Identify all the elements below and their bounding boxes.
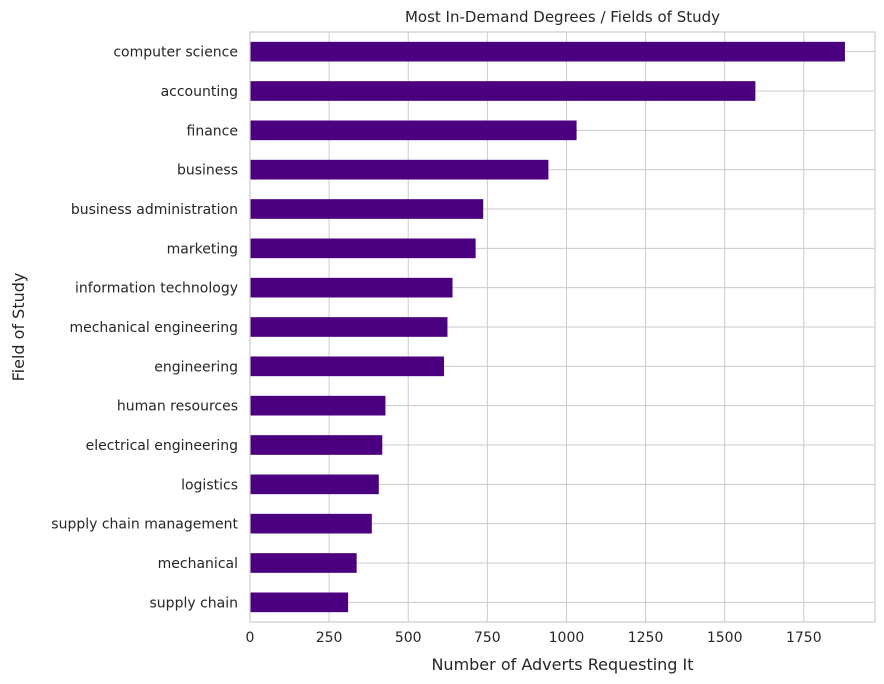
x-axis-ticks: 0 250 500 750 1000 1250 1500 1750 [246, 630, 822, 646]
bar [250, 553, 357, 573]
x-tick-label: 1250 [628, 630, 664, 646]
bar [250, 395, 386, 416]
y-tick-label: human resources [117, 399, 238, 415]
bar [250, 120, 577, 141]
bar [250, 159, 549, 180]
x-tick-label: 1000 [549, 630, 585, 646]
bar [250, 317, 448, 337]
y-tick-label: supply chain [150, 595, 238, 611]
x-tick-label: 500 [395, 630, 422, 646]
x-tick-label: 250 [316, 630, 343, 646]
y-tick-label: accounting [161, 84, 238, 100]
bar [250, 81, 756, 101]
bar [250, 474, 379, 495]
bars [250, 41, 845, 613]
y-axis-label: Field of Study [9, 273, 28, 382]
bar [250, 435, 383, 455]
bar [250, 199, 484, 219]
y-tick-label: finance [187, 123, 238, 139]
x-tick-label: 750 [474, 630, 501, 646]
x-tick-label: 1750 [786, 630, 822, 646]
bar [250, 277, 453, 298]
y-tick-label: information technology [75, 281, 238, 297]
y-tick-label: business administration [71, 202, 238, 218]
bar [250, 41, 845, 62]
x-tick-label: 0 [246, 630, 255, 646]
x-tick-label: 1500 [707, 630, 743, 646]
x-axis-label: Number of Adverts Requesting It [431, 655, 693, 674]
y-tick-label: electrical engineering [86, 438, 238, 454]
y-tick-label: mechanical [158, 556, 238, 572]
bar [250, 592, 349, 613]
y-tick-label: logistics [181, 477, 238, 493]
y-tick-label: engineering [154, 359, 238, 375]
bar [250, 513, 372, 534]
bar [250, 238, 476, 259]
y-axis-ticks: computer science accounting finance busines… [51, 45, 238, 612]
chart-title: Most In-Demand Degrees / Fields of Study [405, 8, 720, 26]
y-tick-label: business [177, 163, 238, 179]
y-tick-label: supply chain management [51, 517, 238, 533]
bar [250, 356, 444, 377]
y-tick-label: mechanical engineering [69, 320, 238, 336]
y-tick-label: computer science [113, 45, 238, 61]
plot-frame [249, 31, 876, 623]
y-tick-label: marketing [167, 241, 238, 257]
